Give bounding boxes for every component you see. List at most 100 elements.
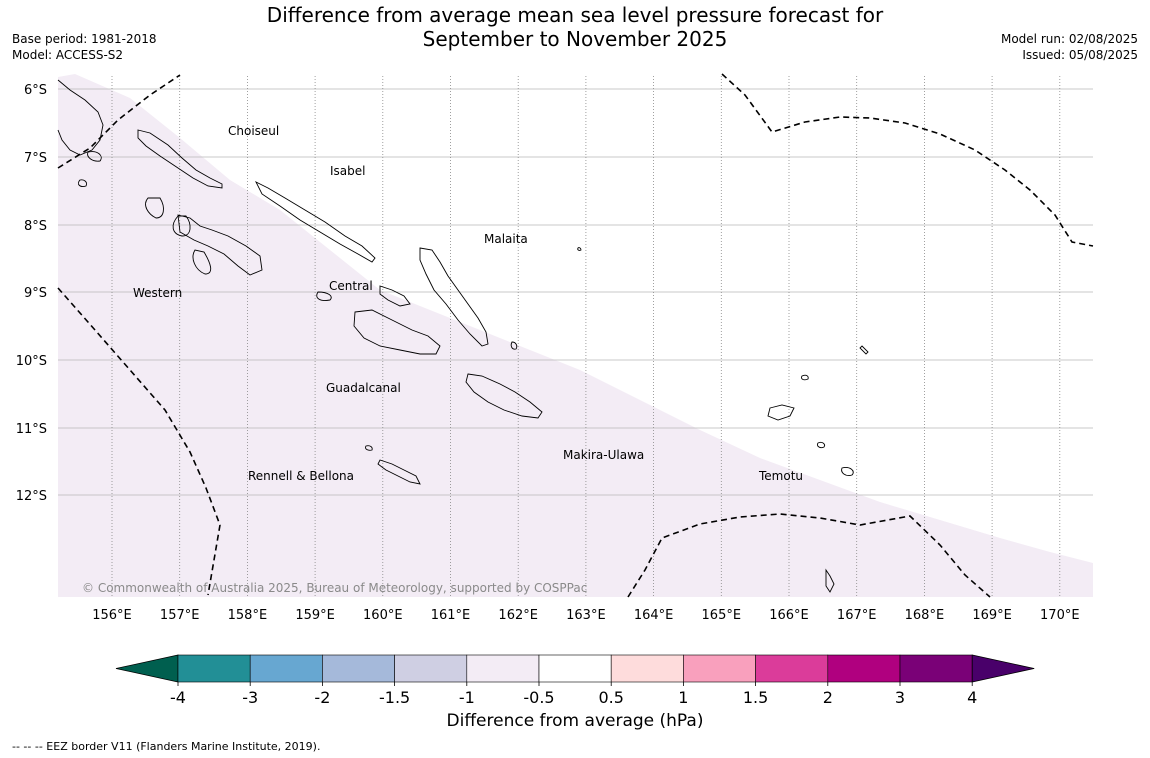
lat-label: 10°S (16, 354, 47, 369)
run-info: Model run: 02/08/2025 Issued: 05/08/2025 (1001, 31, 1138, 63)
rennell-island (377, 459, 421, 485)
lon-label: 170°E (1040, 608, 1080, 620)
kolombangara-island (172, 215, 191, 237)
region-label: Central (329, 279, 373, 293)
treasury-island (87, 151, 102, 162)
lon-label: 159°E (295, 608, 335, 620)
duff-islands (859, 345, 869, 355)
region-label: Makira-Ulawa (563, 448, 644, 462)
region-label: Isabel (330, 164, 365, 178)
ulawa-island (510, 341, 518, 350)
lat-label: 9°S (24, 286, 47, 301)
lon-label: 160°E (363, 608, 403, 620)
tikopia-island (825, 568, 835, 593)
reef-islands (801, 374, 809, 381)
model-info: Base period: 1981-2018 Model: ACCESS-S2 (12, 31, 157, 63)
lat-label: 12°S (16, 489, 47, 504)
colorbar-block (683, 654, 756, 683)
colorbar-tick-label: 4 (967, 688, 977, 707)
colorbar-tick-label: -2 (314, 688, 330, 707)
colorbar-block (538, 654, 612, 683)
lon-label: 164°E (634, 608, 674, 620)
lon-label: 161°E (431, 608, 471, 620)
eez-west (57, 287, 221, 596)
lon-label: 167°E (837, 608, 877, 620)
region-label: Malaita (484, 232, 528, 246)
eez-borders (57, 73, 1094, 598)
colorbar-tick-label: -1.5 (379, 688, 410, 707)
colorbar-max-extension (971, 654, 1035, 683)
lat-label: 8°S (24, 219, 47, 234)
colorbar-tick-label: -0.5 (523, 688, 554, 707)
eez-south (627, 513, 991, 598)
colorbar: -4 -3 -2 -1.5 -1 -0.5 0.5 1 1.5 2 3 4 Difference fr… (115, 654, 1035, 731)
santa-cruz-island (767, 404, 795, 421)
eez-legend: -- -- -- EEZ border V11 (Flanders Marine… (12, 740, 321, 753)
chart-title: Difference from average mean sea level p… (0, 3, 1150, 51)
model-name: Model: ACCESS-S2 (12, 48, 124, 62)
base-period: Base period: 1981-2018 (12, 32, 157, 46)
shortland-island (77, 179, 87, 187)
lon-label: 166°E (769, 608, 809, 620)
guadalcanal-island (353, 309, 441, 355)
colorbar-block (610, 654, 684, 683)
lon-label: 157°E (160, 608, 200, 620)
rendova-island (192, 249, 212, 275)
new-georgia-island (177, 214, 263, 276)
malaita-island (419, 247, 489, 347)
lon-label: 165°E (702, 608, 742, 620)
lon-label: 163°E (566, 608, 606, 620)
region-labels: Choiseul Isabel Malaita Western Central Guada… (133, 124, 803, 483)
sikaiana-atoll (577, 247, 582, 251)
colorbar-tick-label: -1 (459, 688, 475, 707)
russell-islands (316, 291, 332, 301)
colorbar-block (899, 654, 973, 683)
copyright-text: © Commonwealth of Australia 2025, Bureau… (82, 581, 587, 595)
bougainville-island (57, 79, 104, 156)
colorbar-label: Difference from average (hPa) (447, 711, 704, 731)
lon-label: 169°E (972, 608, 1012, 620)
forecast-map: Choiseul Isabel Malaita Western Central Guada… (16, 73, 1094, 620)
lat-label: 6°S (24, 83, 47, 98)
utupua-island (817, 441, 825, 449)
region-label: Rennell & Bellona (248, 469, 354, 483)
colorbar-block (177, 654, 251, 683)
florida-islands (379, 285, 411, 307)
anomaly-shading (58, 74, 1093, 597)
colorbar-tick-label: -4 (170, 688, 186, 707)
graticule (58, 76, 1093, 597)
makira-island (465, 373, 543, 419)
lon-label: 158°E (228, 608, 268, 620)
isabel-island (254, 180, 376, 263)
axis-labels: 6°S 7°S 8°S 9°S 10°S 11°S 12°S 156°E 157°E 158°E 1… (16, 83, 1080, 620)
colorbar-block (466, 654, 540, 683)
bellona-island (365, 445, 373, 451)
region-label: Temotu (758, 469, 803, 483)
lat-label: 11°S (16, 422, 47, 437)
title-line-1: Difference from average mean sea level p… (266, 3, 884, 27)
issued-date: Issued: 05/08/2025 (1022, 48, 1138, 62)
vella-lavella-island (145, 197, 164, 219)
eez-east (721, 73, 1094, 247)
colorbar-tick-label: 0.5 (598, 688, 623, 707)
model-run: Model run: 02/08/2025 (1000, 32, 1138, 46)
colorbar-block (755, 654, 829, 683)
colorbar-ticks: -4 -3 -2 -1.5 -1 -0.5 0.5 1 1.5 2 3 4 (170, 682, 977, 707)
colorbar-tick-label: 3 (895, 688, 905, 707)
eez-north (57, 74, 181, 169)
vanikoro-island (841, 467, 854, 476)
colorbar-tick-label: -3 (242, 688, 258, 707)
colorbar-tick-label: 1 (678, 688, 688, 707)
region-label: Western (133, 286, 182, 300)
colorbar-block (322, 654, 395, 683)
colorbar-block (827, 654, 901, 683)
choiseul-island (137, 129, 223, 189)
region-label: Guadalcanal (326, 381, 401, 395)
lon-label: 168°E (905, 608, 945, 620)
colorbar-tick-label: 2 (823, 688, 833, 707)
colorbar-blocks (115, 654, 1035, 683)
title-line-2: September to November 2025 (422, 27, 728, 51)
region-label: Choiseul (228, 124, 279, 138)
coastlines (57, 79, 869, 593)
colorbar-min-extension (115, 654, 179, 683)
